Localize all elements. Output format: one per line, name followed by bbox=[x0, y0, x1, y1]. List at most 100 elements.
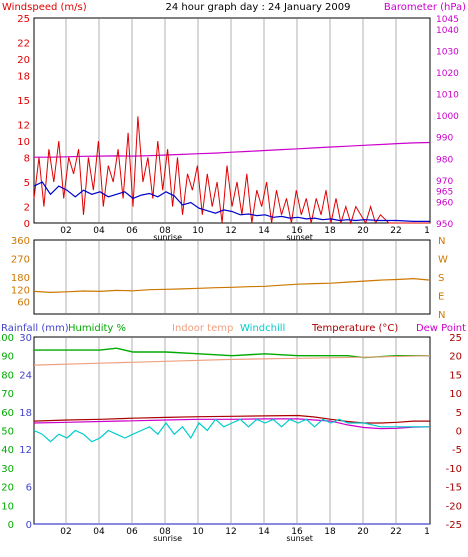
windspeed-tick-label: 0 bbox=[24, 219, 30, 230]
windspeed-tick-label: 2 bbox=[24, 203, 30, 214]
barometer-axis-title: Barometer (hPa) bbox=[384, 2, 466, 13]
compass-label: S bbox=[438, 273, 444, 284]
x-tick-label: 02 bbox=[60, 527, 71, 537]
x-tick-label: 14 bbox=[258, 226, 270, 236]
temp-tick-label: -15 bbox=[446, 483, 462, 494]
x-tick-label: 02 bbox=[60, 226, 71, 236]
temp-tick-label: 5 bbox=[456, 408, 462, 419]
barometer-tick-label: 1020 bbox=[436, 69, 459, 79]
barometer-tick-label: 980 bbox=[436, 155, 453, 165]
humidity-tick-label: 40 bbox=[1, 445, 14, 456]
sunrise-label: sunrise bbox=[153, 534, 182, 543]
humidity-tick-label: 30 bbox=[1, 464, 14, 475]
compass-label: N bbox=[438, 236, 445, 247]
rain-tick-label: 30 bbox=[19, 333, 32, 344]
humidity-tick-label: 10 bbox=[1, 501, 14, 512]
windspeed-tick-label: 20 bbox=[17, 55, 30, 66]
humidity-tick-label: 70 bbox=[1, 389, 14, 400]
x-tick-label: 20 bbox=[357, 527, 369, 537]
chart-title: 24 hour graph day : 24 January 2009 bbox=[166, 2, 351, 13]
x-tick-label: 12 bbox=[225, 226, 236, 236]
compass-label: E bbox=[438, 292, 444, 303]
x-tick-label: 22 bbox=[390, 527, 401, 537]
x-tick-label: 06 bbox=[126, 226, 138, 236]
dew-point-line bbox=[33, 418, 431, 430]
windspeed-tick-label: 8 bbox=[24, 153, 30, 164]
sunrise-label: sunrise bbox=[153, 233, 182, 242]
wind-gust-line bbox=[33, 116, 430, 225]
windspeed-axis-title: Windspeed (m/s) bbox=[2, 2, 87, 13]
humidity-tick-label: 60 bbox=[1, 408, 14, 419]
barometer-tick-label: 1000 bbox=[436, 112, 459, 122]
x-tick-label: 1 bbox=[424, 226, 430, 236]
windspeed-tick-label: 18 bbox=[17, 71, 30, 82]
indoor-temp-header: Indoor temp bbox=[172, 323, 233, 334]
rain-tick-label: 6 bbox=[26, 483, 32, 494]
humidity-tick-label: 80 bbox=[1, 370, 14, 381]
x-tick-label: 16 bbox=[291, 226, 303, 236]
temp-tick-label: -20 bbox=[446, 501, 462, 512]
rain-tick-label: 12 bbox=[19, 445, 32, 456]
barometer-tick-label: 1030 bbox=[436, 47, 459, 57]
x-tick-label: 04 bbox=[93, 527, 105, 537]
x-tick-label: 08 bbox=[159, 527, 171, 537]
windspeed-tick-label: 5 bbox=[24, 178, 30, 189]
direction-tick-label: 360 bbox=[11, 236, 30, 247]
x-tick-label: 20 bbox=[357, 226, 369, 236]
humidity-tick-label: 90 bbox=[1, 352, 14, 363]
windspeed-tick-label: 15 bbox=[17, 96, 30, 107]
sunset-label: sunset bbox=[286, 534, 313, 543]
barometer-tick-label: 1040 bbox=[436, 26, 459, 36]
barometer-tick-label: 965 bbox=[436, 188, 453, 198]
x-tick-label: 14 bbox=[258, 527, 270, 537]
barometer-tick-label: 960 bbox=[436, 198, 453, 208]
humidity-tick-label: 50 bbox=[1, 427, 14, 438]
windspeed-tick-label: 25 bbox=[17, 14, 30, 25]
direction-tick-label: 180 bbox=[11, 273, 30, 284]
rain-tick-label: 18 bbox=[19, 408, 32, 419]
windspeed-tick-label: 12 bbox=[17, 121, 30, 132]
x-tick-label: 22 bbox=[390, 226, 401, 236]
x-tick-label: 12 bbox=[225, 527, 236, 537]
x-tick-label: 08 bbox=[159, 226, 171, 236]
temp-tick-label: -10 bbox=[446, 464, 462, 475]
temp-tick-label: 15 bbox=[449, 370, 462, 381]
x-tick-label: 1 bbox=[424, 527, 430, 537]
windchill-line bbox=[33, 418, 430, 443]
temperature-line bbox=[33, 414, 430, 424]
indoor-temp-line bbox=[33, 355, 431, 366]
humidity-tick-label: 20 bbox=[1, 483, 14, 494]
sunset-label: sunset bbox=[286, 233, 313, 242]
x-tick-label: 04 bbox=[93, 226, 105, 236]
x-tick-label: 10 bbox=[192, 226, 204, 236]
humidity-tick-label: 100 bbox=[0, 333, 14, 344]
barometer-tick-label: 950 bbox=[436, 220, 453, 230]
x-tick-label: 06 bbox=[126, 527, 138, 537]
windspeed-tick-label: 22 bbox=[17, 39, 30, 50]
temp-tick-label: 0 bbox=[456, 427, 462, 438]
rain-tick-label: 0 bbox=[26, 520, 32, 531]
x-tick-label: 18 bbox=[324, 226, 336, 236]
x-tick-label: 16 bbox=[291, 527, 303, 537]
windspeed-tick-label: 10 bbox=[17, 137, 30, 148]
direction-tick-label: 60 bbox=[17, 298, 30, 309]
temperature-header: Temperature (°C) bbox=[311, 323, 398, 334]
compass-label: W bbox=[438, 255, 448, 266]
humidity-tick-label: 0 bbox=[8, 520, 14, 531]
wind-speed-line bbox=[33, 181, 430, 222]
rainfall-header: Rainfall (mm) bbox=[1, 323, 69, 334]
wind-direction-line bbox=[33, 277, 431, 294]
x-tick-label: 18 bbox=[324, 527, 336, 537]
barometer-tick-label: 970 bbox=[436, 177, 453, 187]
dewpoint-header: Dew Point bbox=[416, 323, 466, 334]
direction-tick-label: 270 bbox=[11, 255, 30, 266]
barometer-tick-label: 1010 bbox=[436, 91, 459, 101]
barometer-tick-label: 990 bbox=[436, 134, 453, 144]
x-tick-label: 10 bbox=[192, 527, 204, 537]
temp-tick-label: -25 bbox=[446, 520, 462, 531]
humidity-header: Humidity % bbox=[68, 323, 126, 334]
windchill-header: Windchill bbox=[240, 323, 285, 334]
compass-label: N bbox=[438, 310, 445, 321]
rain-tick-label: 24 bbox=[19, 370, 32, 381]
